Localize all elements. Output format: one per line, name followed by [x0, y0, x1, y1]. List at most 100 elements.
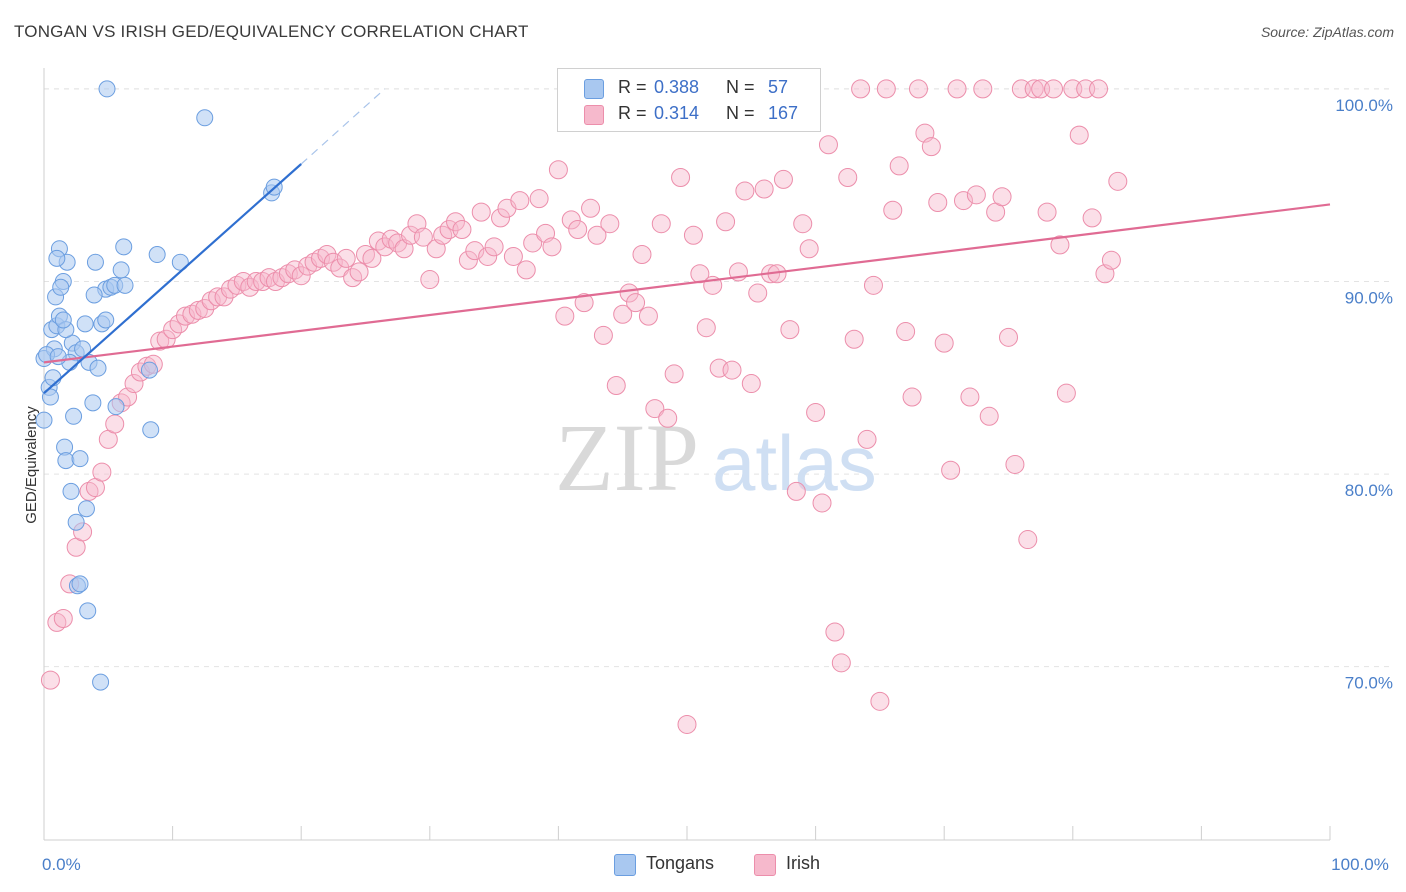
irish-point — [568, 219, 588, 239]
tongans-point — [115, 238, 133, 256]
series-legend: Tongans Irish — [0, 852, 1406, 880]
tongans-swatch — [584, 79, 604, 99]
tongans-point — [79, 602, 97, 620]
irish-point — [870, 691, 890, 711]
irish-point — [908, 79, 928, 99]
irish-point — [735, 181, 755, 201]
tongans-point — [89, 359, 107, 377]
chart-source: Source: ZipAtlas.com — [1260, 24, 1394, 40]
legend-r-value: 0.388 — [654, 77, 700, 97]
irish-point — [1024, 79, 1044, 99]
irish-point — [754, 179, 774, 199]
tongans-trendline — [43, 163, 302, 395]
irish-point — [645, 399, 665, 419]
tongans-point — [54, 311, 72, 329]
irish-point — [960, 387, 980, 407]
irish-point — [896, 322, 916, 342]
irish-point — [446, 212, 466, 232]
irish-point — [1037, 202, 1057, 222]
irish-point — [465, 241, 485, 261]
tongans-point — [97, 311, 115, 329]
irish-point — [999, 327, 1018, 347]
irish-point — [806, 402, 826, 422]
irish-point — [1089, 79, 1109, 99]
irish-point — [195, 298, 215, 318]
tongans-point — [171, 253, 189, 271]
x-tick-label: 100.0% — [1331, 855, 1389, 874]
irish-point — [1018, 530, 1038, 550]
tongans-point — [76, 315, 94, 333]
irish-point — [651, 214, 671, 234]
irish-point — [921, 137, 941, 157]
irish-point — [876, 79, 896, 99]
irish-point — [793, 214, 813, 234]
irish-point — [503, 246, 523, 266]
irish-point — [188, 300, 208, 320]
irish-point — [613, 304, 633, 324]
tongans-point — [107, 398, 125, 416]
irish-point — [664, 364, 684, 384]
irish-point — [169, 314, 189, 334]
irish-point — [548, 160, 568, 180]
irish-point — [478, 246, 498, 266]
irish-point — [979, 406, 999, 426]
irish-point — [632, 245, 652, 265]
irish-point — [1082, 208, 1102, 228]
irish-point — [683, 225, 703, 245]
legend-row-irish: R = 0.314 N = 167 — [558, 101, 820, 127]
legend-n-value: 167 — [768, 103, 799, 123]
irish-point — [555, 306, 575, 326]
irish-swatch — [584, 105, 604, 125]
irish-point — [825, 622, 845, 642]
watermark: ZIP atlas — [555, 404, 877, 511]
irish-point — [349, 262, 369, 282]
irish-point — [786, 481, 806, 501]
irish-point — [953, 191, 973, 211]
irish-point — [844, 329, 864, 349]
irish-point — [1005, 454, 1025, 474]
irish-point — [581, 198, 601, 218]
irish-point — [857, 429, 877, 449]
legend-row-tongans: R = 0.388 N = 57 — [558, 75, 820, 101]
irish-point — [317, 245, 337, 265]
legend-label-tongans: Tongans — [646, 853, 715, 873]
tongans-point — [67, 513, 85, 531]
tongans-point — [48, 249, 66, 267]
tongans-point — [71, 450, 89, 468]
irish-point — [934, 333, 954, 353]
legend-r-label: R = — [618, 77, 647, 97]
tongans-point — [196, 109, 214, 127]
tongans-point — [86, 253, 104, 271]
legend-r-value: 0.314 — [654, 103, 700, 123]
irish-point — [883, 200, 903, 220]
irish-point — [510, 191, 530, 211]
tongans-point — [116, 276, 134, 294]
irish-point — [516, 260, 536, 280]
irish-point — [593, 325, 613, 345]
irish-point — [658, 408, 678, 428]
irish-point — [992, 187, 1012, 207]
irish-point — [851, 79, 871, 99]
legend-n-value: 57 — [768, 77, 789, 97]
irish-point — [523, 233, 543, 253]
y-tick-label: 80.0% — [1345, 481, 1393, 500]
irish-point — [105, 414, 125, 434]
irish-point — [818, 135, 838, 155]
grid-lines — [44, 88, 1392, 668]
tongans-point — [84, 394, 102, 412]
irish-point — [780, 320, 800, 340]
tongans-point — [148, 246, 166, 264]
y-tick-label: 90.0% — [1345, 288, 1393, 307]
irish-point — [291, 266, 311, 286]
irish-point — [529, 189, 549, 209]
irish-trendline — [43, 203, 1331, 364]
irish-point — [1050, 235, 1070, 255]
irish-point — [626, 293, 646, 313]
irish-points — [40, 79, 1128, 734]
irish-point — [966, 185, 986, 205]
legend-r-label: R = — [618, 103, 647, 123]
watermark-atlas: atlas — [712, 419, 877, 507]
irish-point — [471, 202, 491, 222]
legend-n-label: N = — [726, 103, 755, 123]
tongans-point — [65, 407, 83, 425]
